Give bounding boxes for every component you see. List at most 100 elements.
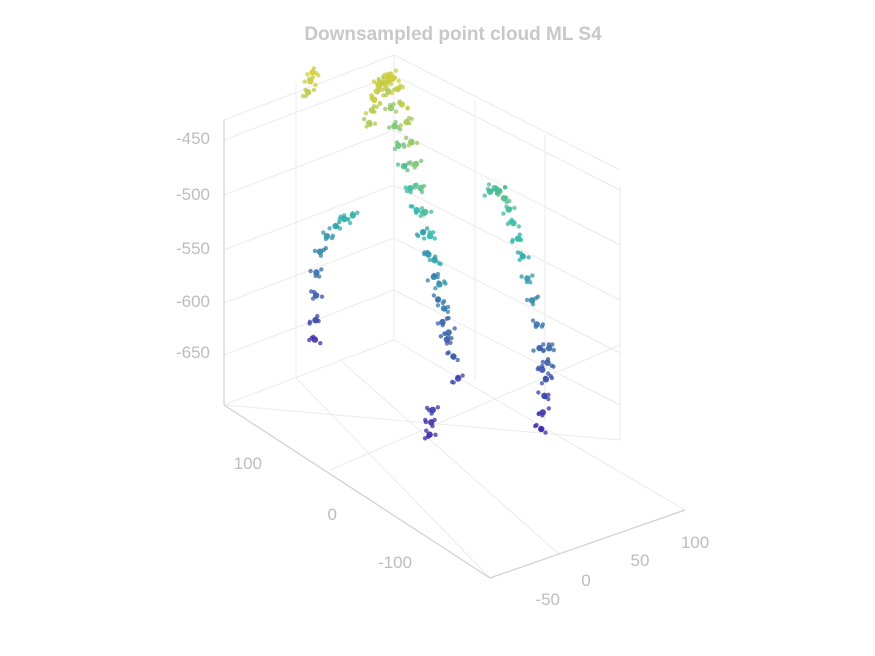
cloud-point xyxy=(406,115,412,121)
cloud-point xyxy=(540,413,545,418)
cloud-point xyxy=(307,337,312,343)
cloud-point xyxy=(307,319,313,324)
cloud-point xyxy=(538,345,543,351)
cloud-point xyxy=(504,195,509,200)
cloud-point xyxy=(524,279,529,285)
cloud-point xyxy=(440,300,445,306)
cloud-point xyxy=(369,96,374,101)
cloud-point xyxy=(387,125,392,130)
cloud-point xyxy=(438,261,443,267)
cloud-point xyxy=(319,267,324,272)
cloud-point xyxy=(408,190,413,195)
cloud-point xyxy=(540,363,545,369)
cloud-point xyxy=(507,198,512,204)
cloud-point xyxy=(338,214,343,219)
cloud-point xyxy=(321,230,326,235)
cloud-point xyxy=(551,347,556,353)
cloud-point xyxy=(400,85,406,90)
z-axis-ticks: -450 -500 -550 -600 -650 xyxy=(176,129,210,362)
z-tick-label: -450 xyxy=(176,129,210,148)
cloud-point xyxy=(316,73,321,78)
cloud-point xyxy=(539,381,545,386)
cloud-point xyxy=(397,99,402,104)
cloud-point xyxy=(427,408,432,413)
cloud-point xyxy=(316,248,324,255)
cloud-point xyxy=(517,232,522,237)
x-axis-ticks: -50 0 50 100 xyxy=(535,533,709,609)
z-tick-label: -650 xyxy=(176,343,210,362)
cloud-point xyxy=(393,109,399,114)
cloud-point xyxy=(308,268,313,274)
cloud-point xyxy=(421,183,427,189)
cloud-point xyxy=(323,246,328,251)
cloud-point xyxy=(313,82,318,88)
cloud-point xyxy=(482,193,487,198)
cloud-point xyxy=(424,428,429,433)
cloud-point xyxy=(313,273,318,279)
cloud-point xyxy=(435,303,441,308)
cloud-point xyxy=(550,342,555,347)
cloud-point xyxy=(433,254,438,259)
cloud-point xyxy=(327,226,332,231)
cloud-point xyxy=(385,72,390,77)
cloud-point xyxy=(407,121,412,126)
cloud-point xyxy=(329,235,335,241)
cloud-point xyxy=(305,72,310,77)
cloud-point xyxy=(541,348,546,354)
cloud-point xyxy=(435,298,440,303)
cloud-point xyxy=(397,86,402,91)
x-tick-label: 50 xyxy=(631,551,650,570)
cloud-point xyxy=(446,333,451,338)
cloud-point xyxy=(501,211,506,216)
cloud-point xyxy=(493,187,498,192)
cloud-point xyxy=(410,141,415,146)
cloud-point xyxy=(387,102,393,108)
cloud-point xyxy=(419,189,425,195)
cloud-point xyxy=(403,135,409,141)
cloud-point xyxy=(440,323,445,328)
cloud-point xyxy=(412,165,417,170)
cloud-point xyxy=(422,252,427,257)
cloud-point xyxy=(374,104,379,110)
cloud-point xyxy=(426,232,434,240)
cloud-point xyxy=(528,297,536,304)
cloud-point xyxy=(391,102,396,107)
cloud-point xyxy=(540,359,545,365)
cloud-point xyxy=(403,185,408,190)
cloud-point xyxy=(549,375,555,381)
cloud-point xyxy=(449,336,454,341)
cloud-point xyxy=(307,76,312,81)
cloud-point xyxy=(410,204,415,209)
cloud-point xyxy=(429,411,434,416)
cloud-point xyxy=(398,123,403,128)
cloud-point xyxy=(442,331,448,336)
cloud-point xyxy=(432,417,437,423)
cloud-point xyxy=(385,76,390,82)
cloud-point xyxy=(388,81,394,87)
cloud-point xyxy=(435,321,441,326)
cloud-point xyxy=(385,80,390,86)
cloud-point xyxy=(364,124,369,129)
cloud-point xyxy=(445,304,451,310)
cloud-point xyxy=(389,77,394,83)
cloud-point xyxy=(318,253,324,258)
cloud-point xyxy=(312,289,317,295)
cloud-point xyxy=(323,236,329,242)
cloud-point xyxy=(451,380,456,385)
cloud-point xyxy=(431,257,438,264)
cloud-point xyxy=(452,326,457,331)
cloud-point xyxy=(363,111,369,116)
cloud-point xyxy=(524,297,530,303)
cloud-point xyxy=(485,187,491,192)
y-tick-label: -100 xyxy=(378,553,412,572)
cloud-point xyxy=(414,140,420,146)
cloud-point xyxy=(519,237,524,243)
cloud-point xyxy=(423,417,428,423)
cloud-point xyxy=(311,66,317,71)
cloud-point xyxy=(302,79,307,84)
cloud-point xyxy=(549,363,554,368)
cloud-point xyxy=(517,257,522,262)
cloud-point xyxy=(414,232,420,237)
x-tick-label: -50 xyxy=(535,590,560,609)
cloud-point xyxy=(432,272,437,278)
